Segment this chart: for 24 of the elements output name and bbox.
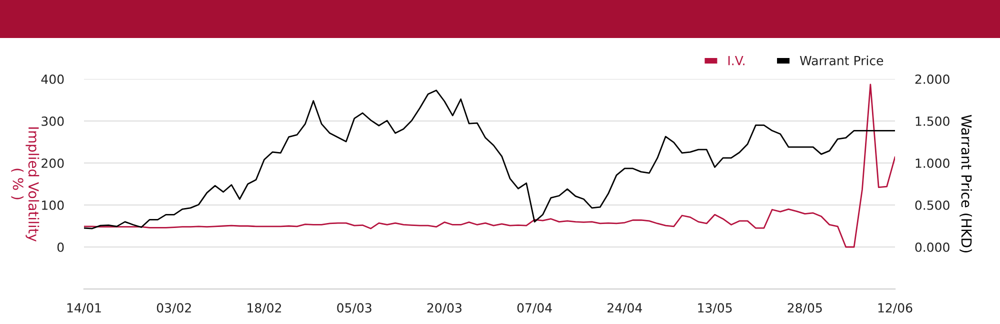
x-tick-label: 05/03 — [337, 303, 372, 314]
y-axis-title: Implied Volatility ( % ) — [11, 127, 40, 242]
y-tick-label: 200 — [42, 158, 64, 168]
y-tick-label: 100 — [42, 200, 64, 210]
x-tick-label: 12/06 — [878, 303, 912, 314]
legend-label: I.V. — [728, 56, 744, 66]
y-tick-label: 300 — [42, 116, 64, 126]
y2-tick-label: 2.000 — [915, 74, 950, 84]
x-tick-label: 24/04 — [608, 303, 642, 314]
x-tick-label: 13/05 — [698, 303, 732, 314]
x-tick-label: 18/02 — [248, 303, 281, 314]
x-tick-label: 20/03 — [427, 303, 462, 314]
y-tick-label: 0 — [57, 242, 64, 252]
x-tick-label: 14/01 — [67, 303, 101, 314]
y-tick-label: 400 — [41, 74, 64, 84]
y2-tick-label: 0.000 — [915, 242, 950, 252]
x-tick-label: 03/02 — [156, 303, 191, 314]
y2-tick-label: 1.000 — [916, 158, 950, 168]
x-tick-label: 07/04 — [517, 303, 552, 314]
legend-label: Warrant Price — [800, 56, 884, 66]
y2-tick-label: 0.500 — [915, 200, 950, 210]
y2-axis-title: Warrant Price (HKD) — [960, 114, 972, 252]
x-tick-label: 28/05 — [788, 303, 822, 314]
y2-tick-label: 1.500 — [916, 116, 950, 126]
